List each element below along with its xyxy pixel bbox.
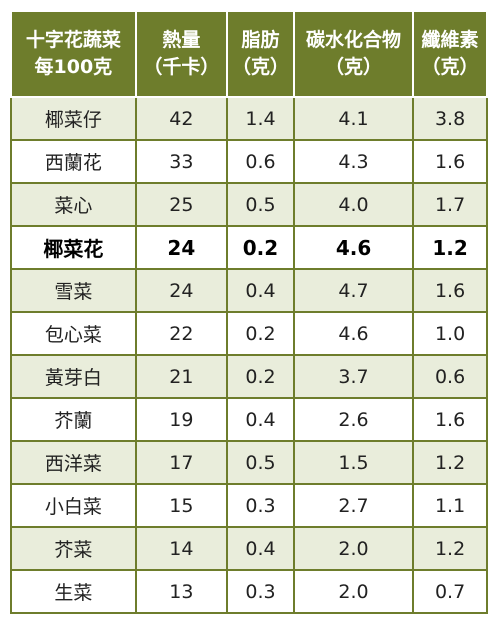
cell-name: 椰菜仔	[10, 96, 137, 141]
header-fiber-line1: 纖維素	[421, 29, 479, 51]
cell-name: 雪菜	[10, 268, 137, 313]
cell-name: 西洋菜	[10, 440, 137, 485]
table-row: 椰菜仔 42 1.4 4.1 3.8	[10, 96, 488, 141]
table-row: 黃芽白 21 0.2 3.7 0.6	[10, 354, 488, 399]
cell-fat: 0.3	[225, 483, 295, 528]
cell-fat: 0.2	[225, 311, 295, 356]
cell-calories: 15	[134, 483, 228, 528]
table-row: 芥菜 14 0.4 2.0 1.2	[10, 526, 488, 571]
table-row: 雪菜 24 0.4 4.7 1.6	[10, 268, 488, 313]
cell-calories: 13	[134, 569, 228, 614]
header-calories-line2: （千卡）	[143, 56, 220, 78]
header-calories-line1: 熱量	[162, 29, 201, 51]
table-row: 菜心 25 0.5 4.0 1.7	[10, 182, 488, 227]
cell-fiber: 1.6	[412, 397, 488, 442]
cell-carbs: 3.7	[292, 354, 415, 399]
cell-calories: 25	[134, 182, 228, 227]
cell-fat: 0.4	[225, 397, 295, 442]
cell-carbs: 4.1	[292, 96, 415, 141]
cell-name: 小白菜	[10, 483, 137, 528]
cell-carbs: 4.0	[292, 182, 415, 227]
header-calories: 熱量 （千卡）	[134, 10, 228, 98]
header-fat: 脂肪 （克）	[225, 10, 295, 98]
table-row: 小白菜 15 0.3 2.7 1.1	[10, 483, 488, 528]
header-fiber: 纖維素 （克）	[412, 10, 488, 98]
cell-calories: 21	[134, 354, 228, 399]
table-row: 包心菜 22 0.2 4.6 1.0	[10, 311, 488, 356]
table-row: 生菜 13 0.3 2.0 0.7	[10, 569, 488, 614]
cell-fiber: 0.7	[412, 569, 488, 614]
cell-name: 芥蘭	[10, 397, 137, 442]
table-row: 芥蘭 19 0.4 2.6 1.6	[10, 397, 488, 442]
cell-calories: 14	[134, 526, 228, 571]
cell-fiber: 1.6	[412, 139, 488, 184]
cell-name: 芥菜	[10, 526, 137, 571]
cell-fat: 0.2	[225, 225, 295, 270]
cell-carbs: 2.0	[292, 569, 415, 614]
cell-fiber: 1.2	[412, 440, 488, 485]
cell-fiber: 1.0	[412, 311, 488, 356]
cell-fat: 1.4	[225, 96, 295, 141]
header-fat-line1: 脂肪	[241, 29, 280, 51]
cell-carbs: 2.0	[292, 526, 415, 571]
cell-name: 菜心	[10, 182, 137, 227]
cell-fiber: 1.1	[412, 483, 488, 528]
header-vegetable-line2: 每100克	[34, 56, 113, 78]
nutrition-table: 十字花蔬菜 每100克 熱量 （千卡） 脂肪 （克） 碳水化合物 （克） 纖維素	[10, 10, 488, 614]
header-fiber-line2: （克）	[421, 56, 479, 78]
header-fat-line2: （克）	[231, 56, 289, 78]
cell-fiber: 1.7	[412, 182, 488, 227]
cell-calories: 42	[134, 96, 228, 141]
cell-name: 椰菜花	[10, 225, 137, 270]
cell-fat: 0.3	[225, 569, 295, 614]
cell-name: 西蘭花	[10, 139, 137, 184]
cell-carbs: 4.6	[292, 311, 415, 356]
header-row: 十字花蔬菜 每100克 熱量 （千卡） 脂肪 （克） 碳水化合物 （克） 纖維素	[10, 10, 488, 98]
cell-fiber: 3.8	[412, 96, 488, 141]
header-carbs-line1: 碳水化合物	[306, 29, 402, 51]
header-vegetable-line1: 十字花蔬菜	[25, 29, 121, 51]
cell-fat: 0.4	[225, 268, 295, 313]
cell-calories: 24	[134, 225, 228, 270]
cell-fiber: 1.6	[412, 268, 488, 313]
table-row: 西洋菜 17 0.5 1.5 1.2	[10, 440, 488, 485]
cell-name: 黃芽白	[10, 354, 137, 399]
cell-fiber: 1.2	[412, 225, 488, 270]
cell-carbs: 4.7	[292, 268, 415, 313]
cell-fat: 0.6	[225, 139, 295, 184]
cell-fat: 0.5	[225, 182, 295, 227]
table-row: 椰菜花 24 0.2 4.6 1.2	[10, 225, 488, 270]
cell-fiber: 0.6	[412, 354, 488, 399]
cell-carbs: 2.6	[292, 397, 415, 442]
cell-name: 生菜	[10, 569, 137, 614]
cell-calories: 24	[134, 268, 228, 313]
cell-carbs: 4.3	[292, 139, 415, 184]
cell-calories: 19	[134, 397, 228, 442]
cell-calories: 22	[134, 311, 228, 356]
header-vegetable: 十字花蔬菜 每100克	[10, 10, 137, 98]
header-carbs: 碳水化合物 （克）	[292, 10, 415, 98]
nutrition-table-container: 十字花蔬菜 每100克 熱量 （千卡） 脂肪 （克） 碳水化合物 （克） 纖維素	[10, 10, 488, 614]
cell-fat: 0.5	[225, 440, 295, 485]
table-row: 西蘭花 33 0.6 4.3 1.6	[10, 139, 488, 184]
cell-calories: 17	[134, 440, 228, 485]
cell-fiber: 1.2	[412, 526, 488, 571]
cell-calories: 33	[134, 139, 228, 184]
cell-carbs: 1.5	[292, 440, 415, 485]
table-body: 椰菜仔 42 1.4 4.1 3.8 西蘭花 33 0.6 4.3 1.6 菜心 25 0.5 4.0 1.…	[10, 96, 488, 614]
cell-name: 包心菜	[10, 311, 137, 356]
cell-fat: 0.2	[225, 354, 295, 399]
table-header: 十字花蔬菜 每100克 熱量 （千卡） 脂肪 （克） 碳水化合物 （克） 纖維素	[10, 10, 488, 98]
cell-carbs: 4.6	[292, 225, 415, 270]
header-carbs-line2: （克）	[325, 56, 383, 78]
cell-fat: 0.4	[225, 526, 295, 571]
cell-carbs: 2.7	[292, 483, 415, 528]
